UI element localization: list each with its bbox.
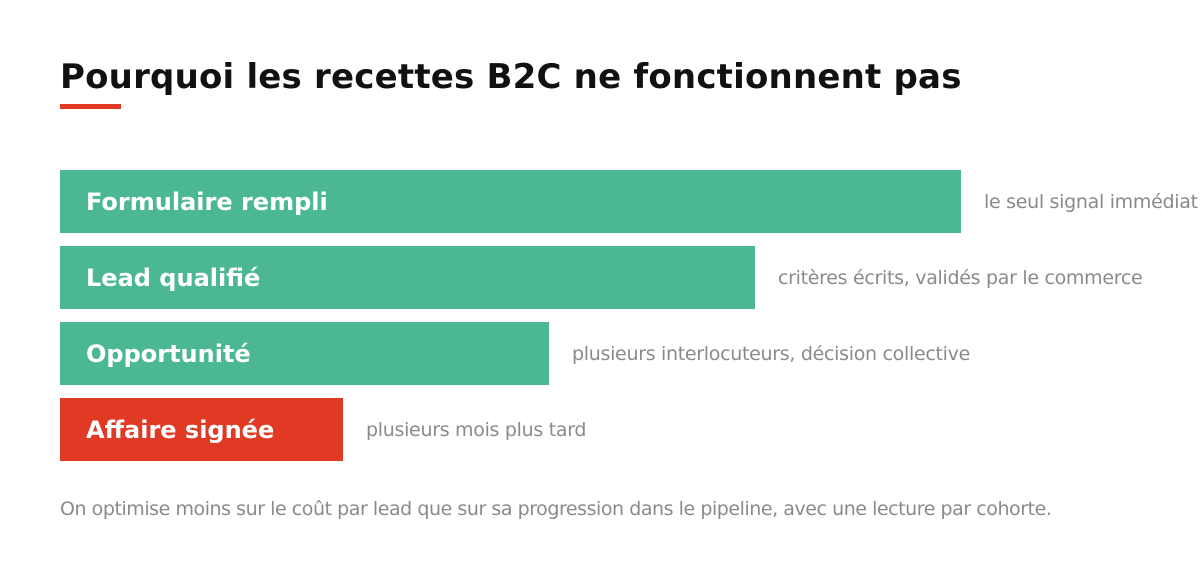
funnel-bar: Affaire signée: [60, 398, 343, 461]
title-underline-accent: [60, 104, 121, 109]
funnel-stage-opportunity: Opportunité plusieurs interlocuteurs, dé…: [60, 322, 1190, 385]
funnel-stage-note: critères écrits, validés par le commerce: [778, 266, 1143, 289]
funnel-bar: Opportunité: [60, 322, 549, 385]
funnel-bar-label: Lead qualifié: [86, 263, 261, 292]
funnel-stage-note: le seul signal immédiat: [984, 190, 1198, 213]
funnel-stage-note: plusieurs interlocuteurs, décision colle…: [572, 342, 970, 365]
funnel-stage-form-filled: Formulaire rempli le seul signal immédia…: [60, 170, 1198, 233]
funnel-diagram: Formulaire rempli le seul signal immédia…: [60, 170, 1198, 474]
funnel-stage-deal-signed: Affaire signée plusieurs mois plus tard: [60, 398, 1190, 461]
funnel-bar: Lead qualifié: [60, 246, 755, 309]
funnel-bar-label: Affaire signée: [86, 415, 275, 444]
funnel-bar-label: Formulaire rempli: [86, 187, 328, 216]
page-title: Pourquoi les recettes B2C ne fonctionnen…: [60, 57, 962, 97]
footer-caption: On optimise moins sur le coût par lead q…: [60, 498, 1052, 520]
funnel-bar-label: Opportunité: [86, 339, 251, 368]
funnel-stage-note: plusieurs mois plus tard: [366, 418, 587, 441]
funnel-bar: Formulaire rempli: [60, 170, 961, 233]
funnel-stage-qualified-lead: Lead qualifié critères écrits, validés p…: [60, 246, 1190, 309]
